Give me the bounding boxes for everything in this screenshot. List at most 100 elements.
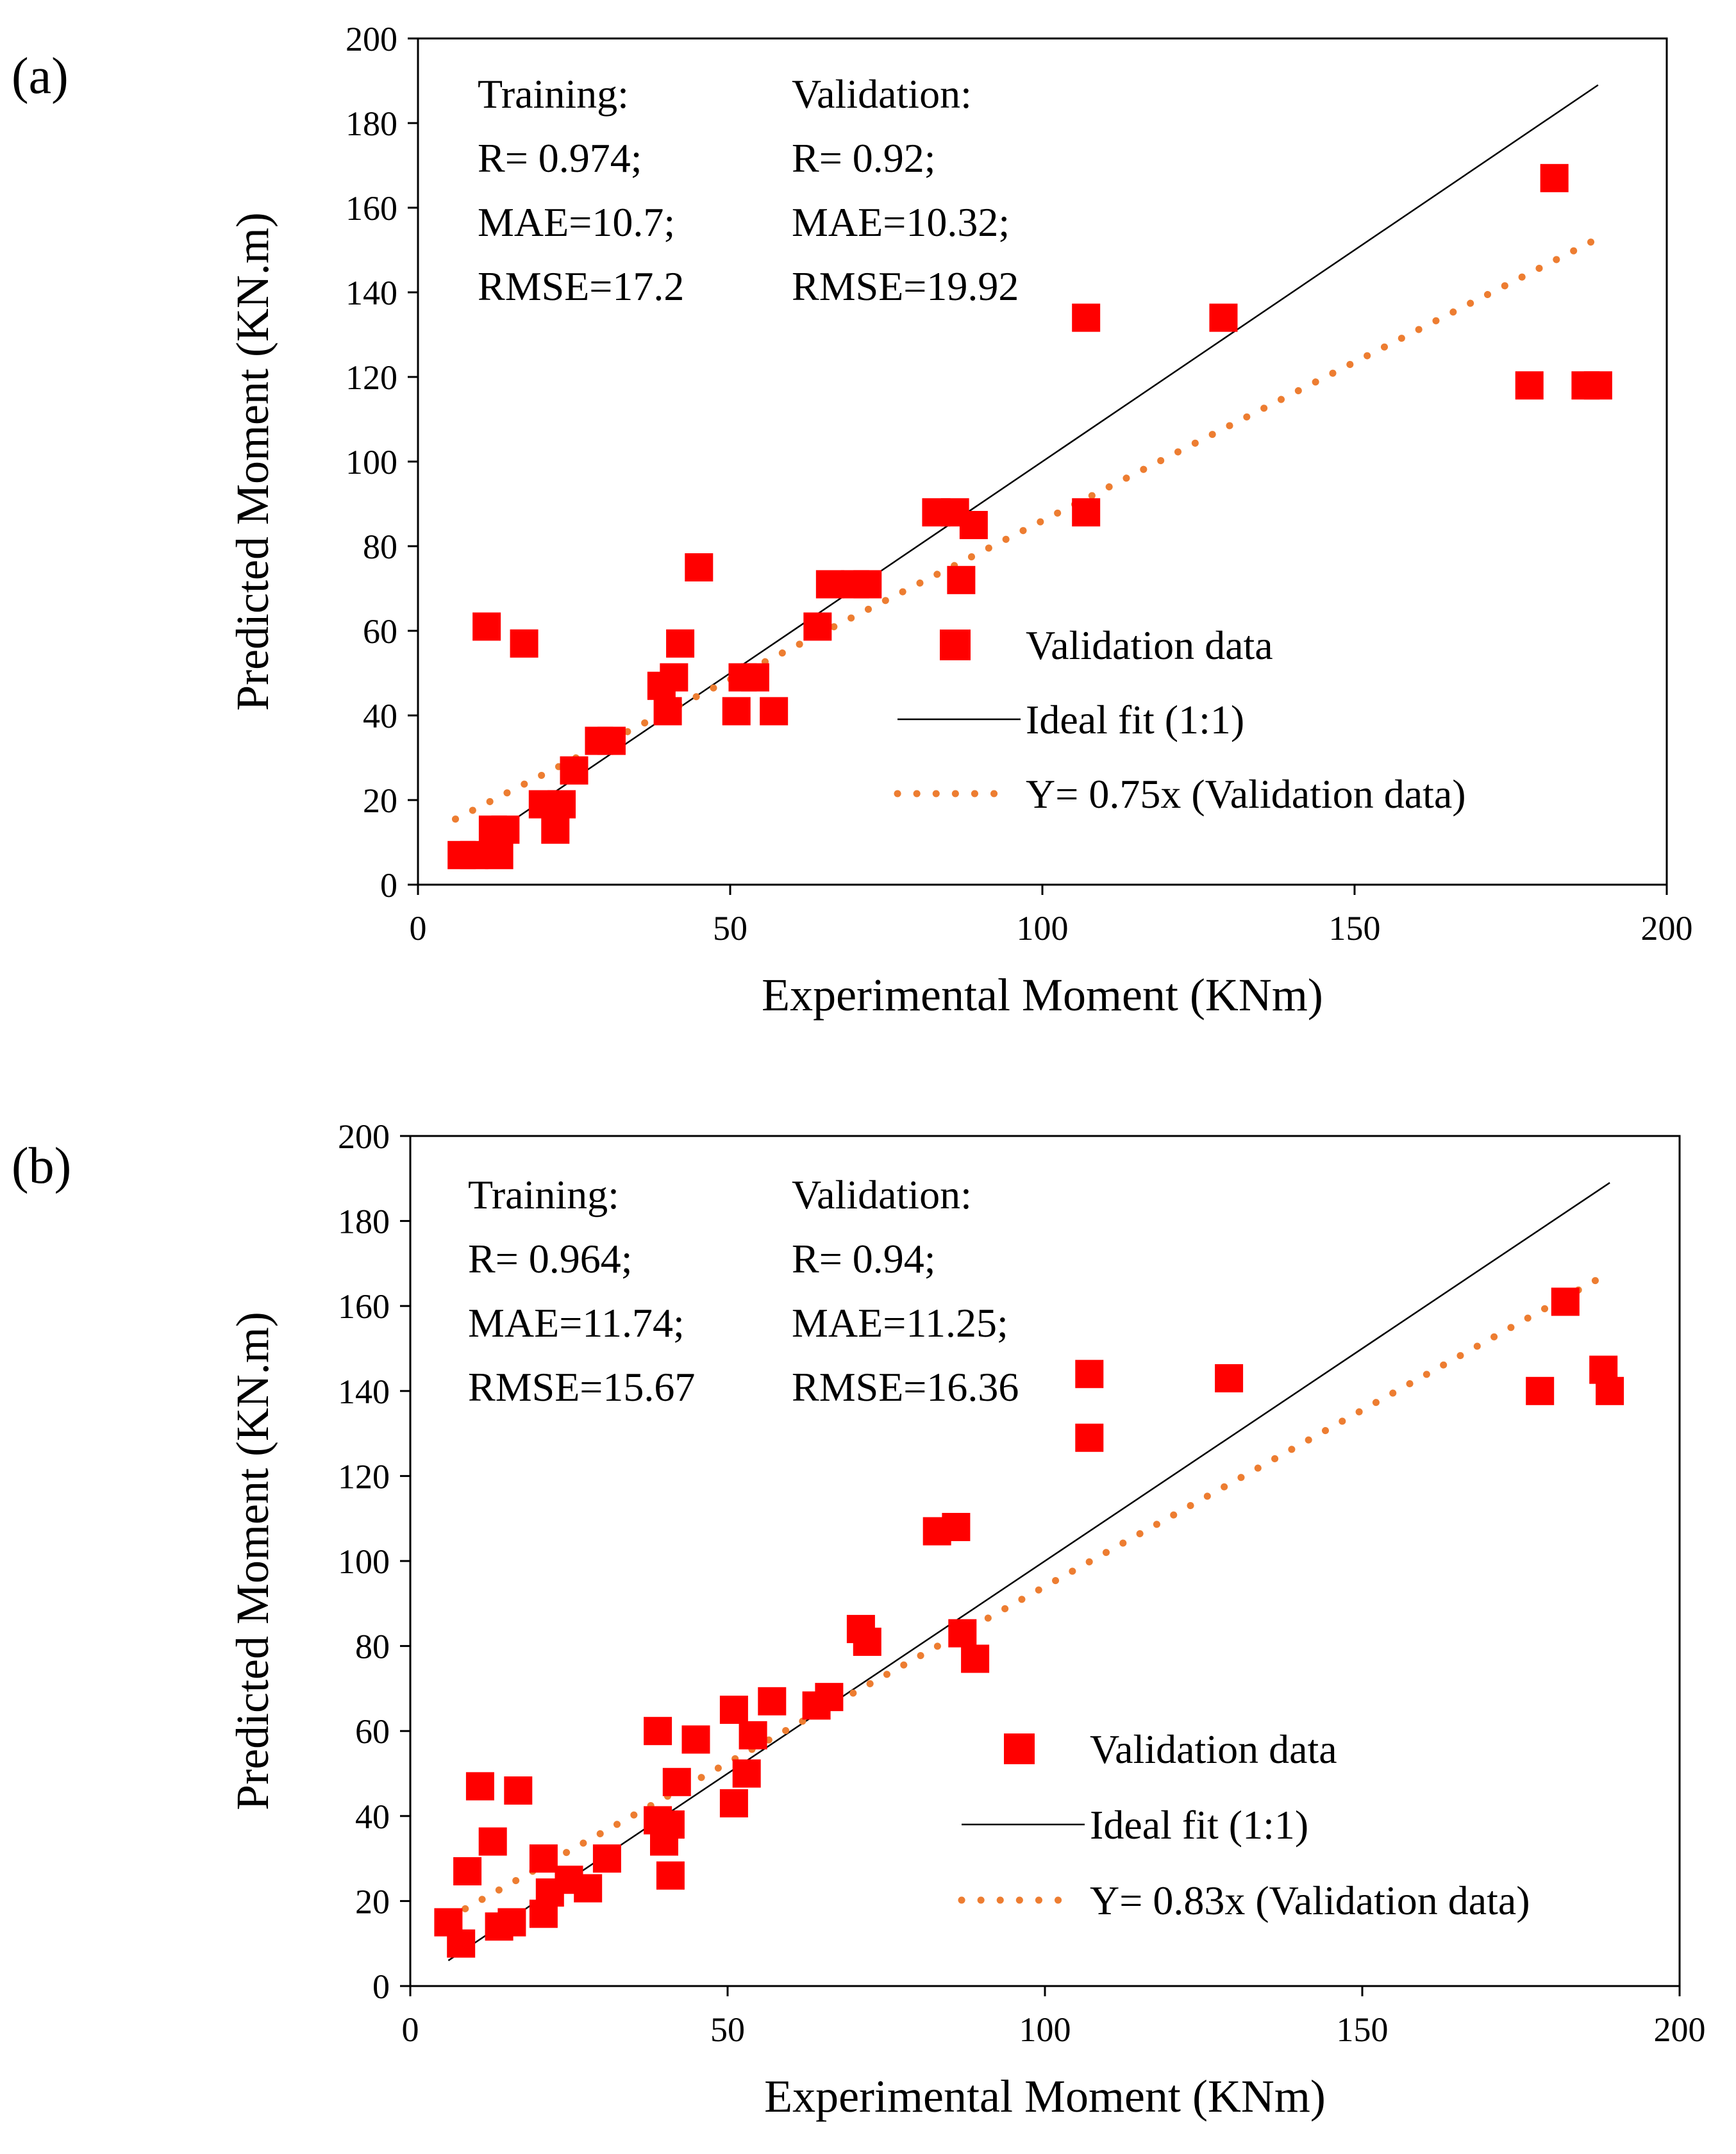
training-stat: RMSE=17.2 (478, 263, 684, 309)
validation-stat: RMSE=16.36 (792, 1364, 1019, 1410)
legend-label-trend: Y= 0.83x (Validation data) (1090, 1878, 1530, 1923)
validation-point (1209, 303, 1238, 332)
validation-point (740, 663, 769, 692)
trend-line (451, 235, 1602, 823)
training-stat: MAE=11.74; (468, 1300, 685, 1346)
validation-point (485, 840, 513, 869)
ideal-fit-line (455, 84, 1599, 860)
validation-point (681, 1725, 710, 1754)
training-stat: R= 0.974; (478, 135, 642, 181)
y-tick-label: 200 (346, 20, 397, 58)
validation-point (497, 1908, 526, 1937)
validation-point (760, 697, 789, 726)
validation-stat: R= 0.92; (792, 135, 936, 181)
validation-point (1515, 371, 1544, 400)
validation-point (1075, 1423, 1104, 1452)
validation-point (560, 756, 588, 785)
validation-point (732, 1759, 761, 1788)
validation-point (853, 570, 882, 599)
validation-point (465, 1772, 494, 1801)
validation-point (1072, 303, 1101, 332)
legend-label-validation: Validation data (1026, 622, 1273, 668)
x-tick-label: 100 (1019, 2010, 1071, 2049)
validation-stat: RMSE=19.92 (792, 263, 1019, 309)
y-tick-label: 100 (346, 443, 397, 481)
validation-point (453, 1857, 482, 1885)
validation-point (478, 1827, 507, 1856)
validation-point (1075, 1360, 1104, 1389)
validation-point (660, 663, 689, 692)
chart-panel-a: 0 50 100 150 200 0 20 40 60 80 100 120 140 160 180 200 E… (12, 20, 1693, 1021)
validation-stat: MAE=10.32; (792, 199, 1010, 245)
validation-point (478, 815, 507, 844)
legend-label-validation: Validation data (1090, 1726, 1337, 1772)
validation-point (666, 629, 695, 658)
validation-point (1551, 1287, 1580, 1316)
x-tick-label: 0 (402, 2010, 419, 2049)
validation-point (961, 1644, 990, 1673)
validation-point (597, 726, 626, 755)
legend-marker-validation (940, 630, 971, 660)
validation-point (722, 697, 751, 726)
x-axis-title: Experimental Moment (KNm) (762, 969, 1323, 1021)
y-tick-label: 160 (346, 189, 397, 228)
chart-panel-b: 0 50 100 150 200 0 20 40 60 80 100 120 140 160 180 200 E… (12, 1117, 1706, 2122)
training-stat: Training: (478, 71, 629, 117)
validation-point (510, 629, 538, 658)
validation-point (592, 1844, 621, 1873)
validation-point (656, 1861, 685, 1890)
y-tick-label: 160 (338, 1287, 390, 1326)
validation-point (653, 697, 682, 726)
y-tick-label: 60 (363, 612, 397, 651)
validation-point (656, 1810, 685, 1839)
y-tick-label: 200 (338, 1117, 390, 1156)
y-tick-label: 0 (380, 866, 397, 905)
validation-point (574, 1874, 603, 1903)
legend-label-trend: Y= 0.75x (Validation data) (1026, 771, 1466, 817)
validation-point (1072, 498, 1101, 527)
validation-stat: MAE=11.25; (792, 1300, 1008, 1346)
validation-point (1596, 1376, 1624, 1405)
y-tick-label: 180 (346, 104, 397, 143)
x-tick-label: 50 (710, 2010, 745, 2049)
y-tick-label: 40 (363, 697, 397, 735)
validation-point (685, 553, 714, 581)
y-tick-label: 0 (372, 1967, 390, 2006)
x-tick-label: 200 (1654, 2010, 1706, 2049)
validation-point (504, 1776, 533, 1805)
validation-stat: Validation: (792, 71, 972, 117)
x-tick-label: 200 (1641, 909, 1693, 948)
legend-marker-validation (1004, 1733, 1035, 1764)
validation-point (447, 1929, 476, 1958)
ideal-fit-line (447, 1181, 1610, 1962)
x-tick-label: 0 (410, 909, 427, 948)
validation-point (644, 1717, 672, 1746)
y-tick-label: 100 (338, 1542, 390, 1581)
training-stat: MAE=10.7; (478, 199, 675, 245)
validation-stat: R= 0.94; (792, 1236, 936, 1282)
panel-label: (a) (12, 48, 69, 104)
validation-point (758, 1687, 787, 1716)
legend-label-ideal: Ideal fit (1:1) (1026, 697, 1244, 742)
validation-point (472, 612, 501, 641)
x-tick-label: 50 (713, 909, 747, 948)
y-axis-title: Predicted Moment (KN.m) (227, 1312, 278, 1810)
validation-point (815, 570, 844, 599)
validation-point (947, 565, 976, 594)
validation-point (803, 612, 832, 641)
validation-point (547, 790, 576, 819)
y-tick-label: 140 (346, 274, 397, 312)
validation-point (1215, 1364, 1244, 1392)
validation-point (719, 1789, 748, 1817)
y-axis-title: Predicted Moment (KN.m) (227, 212, 278, 711)
x-tick-label: 150 (1329, 909, 1381, 948)
y-tick-label: 20 (363, 781, 397, 820)
validation-point (1583, 371, 1612, 400)
y-tick-label: 20 (355, 1882, 390, 1921)
y-tick-label: 40 (355, 1798, 390, 1836)
x-axis-title: Experimental Moment (KNm) (764, 2071, 1326, 2122)
validation-point (529, 1844, 558, 1873)
legend-label-ideal: Ideal fit (1:1) (1090, 1802, 1308, 1848)
y-tick-label: 80 (355, 1628, 390, 1666)
